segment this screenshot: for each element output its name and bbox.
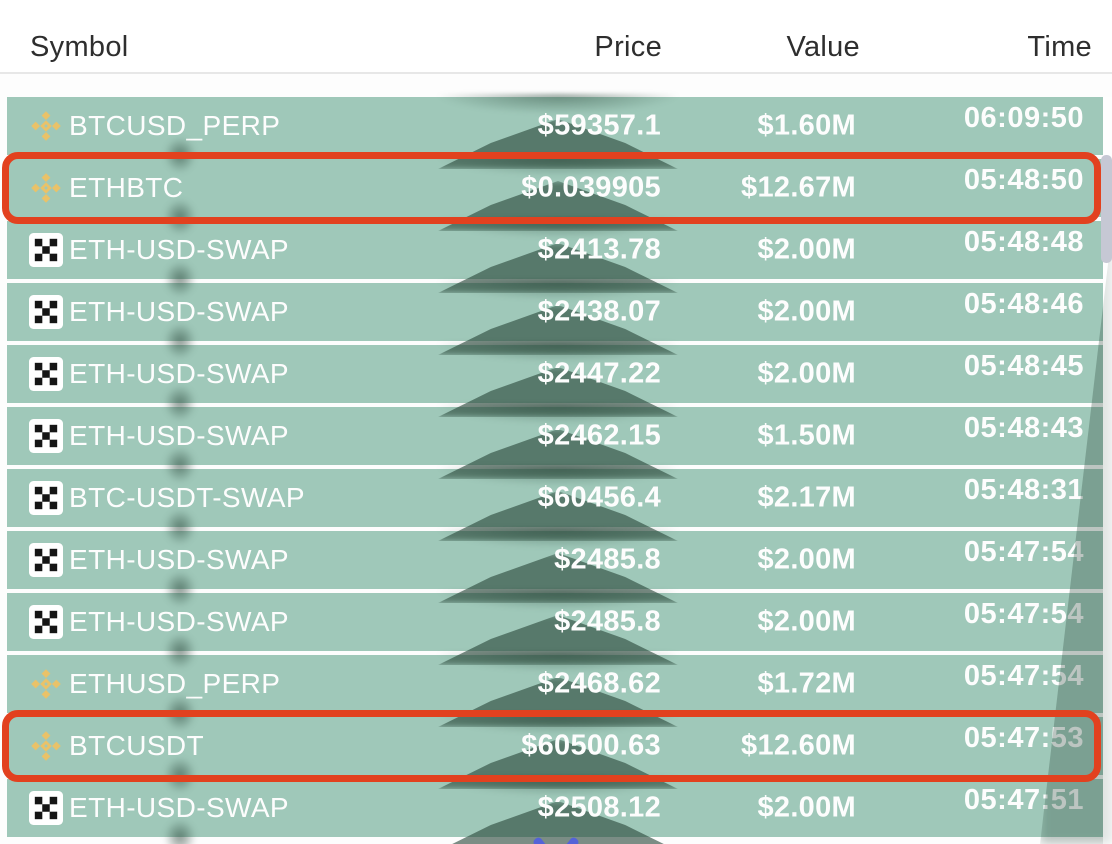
table-row[interactable]: ETH-USD-SWAP $2438.07 $2.00M 05:48:46 xyxy=(7,280,1103,355)
binance-icon xyxy=(29,667,63,701)
table-row[interactable]: BTCUSDT $60500.63 $12.60M 05:47:53 xyxy=(2,710,1103,789)
okx-icon xyxy=(29,481,63,515)
scrollbar-track[interactable] xyxy=(1103,97,1112,844)
symbol-cell: BTCUSD_PERP xyxy=(69,110,281,141)
column-header-symbol: Symbol xyxy=(30,31,129,63)
price-cell: $0.039905 xyxy=(521,171,661,204)
price-cell: $2468.62 xyxy=(537,667,661,700)
symbol-cell: ETHBTC xyxy=(69,172,184,203)
time-cell: 05:48:48 xyxy=(963,226,1084,258)
okx-icon xyxy=(29,791,63,825)
price-cell: $2462.15 xyxy=(537,419,661,452)
column-header-price: Price xyxy=(594,31,662,63)
value-cell: $1.60M xyxy=(757,109,856,142)
time-cell: 06:09:50 xyxy=(963,102,1084,134)
okx-icon xyxy=(29,295,63,329)
column-header-time: Time xyxy=(1027,31,1092,63)
time-cell: 05:48:43 xyxy=(963,412,1084,444)
okx-icon xyxy=(29,419,63,453)
table-row[interactable]: ETHBTC $0.039905 $12.67M 05:48:50 xyxy=(2,152,1103,231)
value-cell: $12.67M xyxy=(741,171,856,204)
price-cell: $59357.1 xyxy=(537,109,661,142)
binance-icon xyxy=(29,171,63,205)
table-row[interactable]: ETH-USD-SWAP $2508.12 $2.00M 05:47:51 xyxy=(7,776,1103,844)
time-cell: 05:48:45 xyxy=(963,350,1084,382)
okx-icon xyxy=(29,357,63,391)
table-row[interactable]: ETH-USD-SWAP $2485.8 $2.00M 05:47:54 xyxy=(7,528,1103,603)
time-cell: 05:48:46 xyxy=(963,288,1084,320)
okx-icon xyxy=(29,605,63,639)
table-row[interactable]: ETHUSD_PERP $2468.62 $1.72M 05:47:54 xyxy=(7,652,1103,727)
symbol-cell: ETHUSD_PERP xyxy=(69,668,281,699)
value-cell: $1.72M xyxy=(757,667,856,700)
value-cell: $2.00M xyxy=(757,357,856,390)
time-cell: 05:47:54 xyxy=(963,536,1084,568)
time-cell: 05:47:54 xyxy=(963,660,1084,692)
symbol-cell: ETH-USD-SWAP xyxy=(69,234,289,265)
symbol-cell: ETH-USD-SWAP xyxy=(69,296,289,327)
symbol-cell: BTC-USDT-SWAP xyxy=(69,482,305,513)
table-row[interactable]: BTCUSD_PERP $59357.1 $1.60M 06:09:50 xyxy=(7,94,1103,169)
time-cell: 05:48:50 xyxy=(963,164,1084,196)
symbol-cell: BTCUSDT xyxy=(69,730,205,761)
symbol-cell: ETH-USD-SWAP xyxy=(69,358,289,389)
value-cell: $2.00M xyxy=(757,791,856,824)
price-cell: $2447.22 xyxy=(537,357,661,390)
price-cell: $2485.8 xyxy=(554,605,661,638)
time-cell: 05:48:31 xyxy=(963,474,1084,506)
table-row[interactable]: ETH-USD-SWAP $2447.22 $2.00M 05:48:45 xyxy=(7,342,1103,417)
value-cell: $2.00M xyxy=(757,543,856,576)
value-cell: $2.00M xyxy=(757,605,856,638)
time-cell: 05:47:53 xyxy=(963,722,1084,754)
value-cell: $2.00M xyxy=(757,233,856,266)
table-header: Symbol Price Value Time xyxy=(0,0,1112,74)
symbol-cell: ETH-USD-SWAP xyxy=(69,792,289,823)
table-row[interactable]: ETH-USD-SWAP $2485.8 $2.00M 05:47:54 xyxy=(7,590,1103,665)
symbol-cell: ETH-USD-SWAP xyxy=(69,606,289,637)
binance-icon xyxy=(29,109,63,143)
symbol-cell: ETH-USD-SWAP xyxy=(69,420,289,451)
price-cell: $2508.12 xyxy=(537,791,661,824)
binance-icon xyxy=(29,729,63,763)
symbol-cell: ETH-USD-SWAP xyxy=(69,544,289,575)
column-header-value: Value xyxy=(786,31,860,63)
price-cell: $2438.07 xyxy=(537,295,661,328)
price-cell: $2413.78 xyxy=(537,233,661,266)
value-cell: $12.60M xyxy=(741,729,856,762)
table-row[interactable]: BTC-USDT-SWAP $60456.4 $2.17M 05:48:31 xyxy=(7,466,1103,541)
price-cell: $2485.8 xyxy=(554,543,661,576)
table-row[interactable]: ETH-USD-SWAP $2413.78 $2.00M 05:48:48 xyxy=(7,218,1103,293)
bottom-logo-mark xyxy=(531,835,581,844)
time-cell: 05:47:54 xyxy=(963,598,1084,630)
okx-icon xyxy=(29,543,63,577)
value-cell: $2.00M xyxy=(757,295,856,328)
scrollbar-thumb[interactable] xyxy=(1101,155,1112,263)
okx-icon xyxy=(29,233,63,267)
price-cell: $60456.4 xyxy=(537,481,661,514)
value-cell: $2.17M xyxy=(757,481,856,514)
price-cell: $60500.63 xyxy=(521,729,661,762)
table-row[interactable]: ETH-USD-SWAP $2462.15 $1.50M 05:48:43 xyxy=(7,404,1103,479)
time-cell: 05:47:51 xyxy=(963,784,1084,816)
value-cell: $1.50M xyxy=(757,419,856,452)
